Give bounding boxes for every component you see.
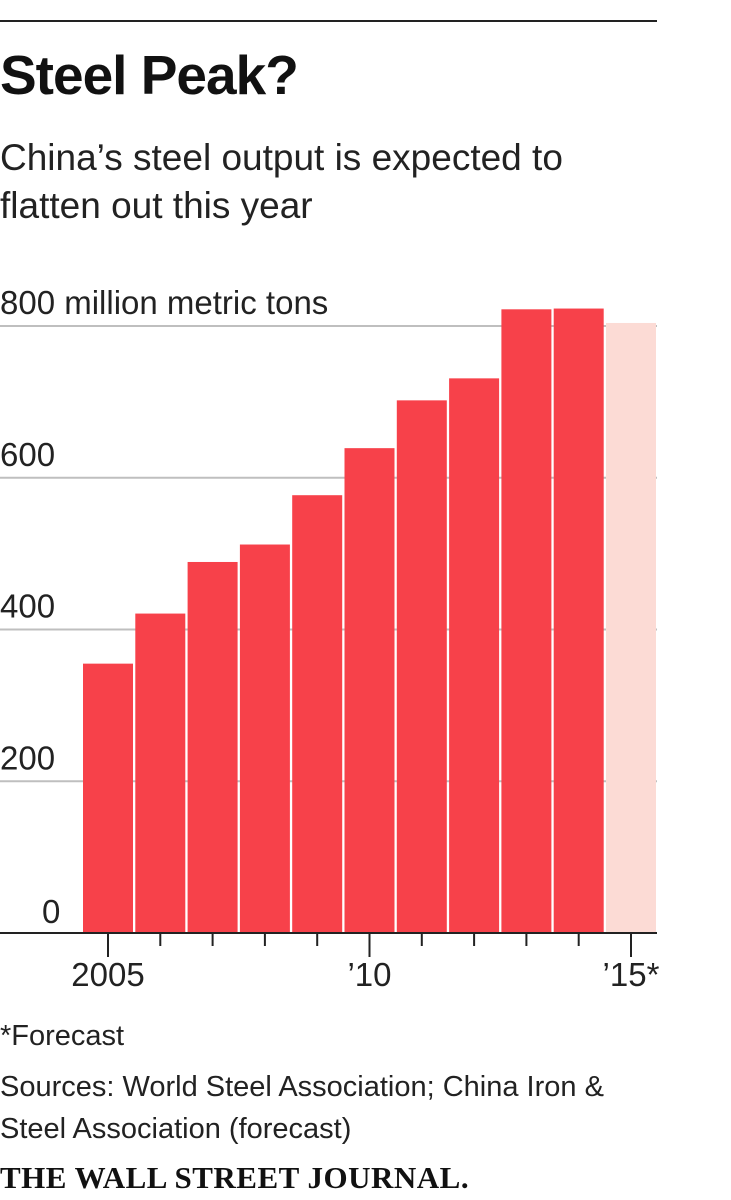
bar-2006 (135, 613, 186, 933)
bar-forecast-2015* (606, 322, 656, 934)
chart-title: Steel Peak? (0, 44, 299, 106)
y-tick-label: 0 (42, 893, 60, 930)
bar-2009 (292, 495, 343, 933)
bar-chart: 0 200 400 600 800 million metric tons 2005 ’1… (0, 284, 660, 993)
sources-note: Sources: World Steel Association; China … (0, 1071, 604, 1145)
x-axis-labels: 2005 ’10 ’15* (71, 956, 659, 993)
y-tick-label: 800 million metric tons (0, 284, 328, 321)
bar-2013 (501, 309, 552, 933)
forecast-footnote: *Forecast (0, 1020, 125, 1052)
top-rule (0, 20, 657, 22)
x-axis (0, 932, 657, 957)
chart-subtitle: China’s steel output is expected to flat… (0, 137, 563, 226)
y-tick-label: 400 (0, 588, 55, 625)
bar-2014 (553, 308, 604, 934)
bar-2005 (83, 663, 133, 933)
bars (83, 308, 656, 934)
bar-2010 (344, 448, 395, 933)
x-tick-label: 2005 (71, 956, 144, 993)
x-tick-label: ’15* (603, 956, 660, 993)
bar-2007 (187, 561, 238, 933)
bar-2008 (239, 544, 290, 933)
y-tick-label: 600 (0, 436, 55, 473)
bar-2011 (396, 400, 447, 933)
publisher-logo: THE WALL STREET JOURNAL. (0, 1160, 470, 1195)
y-axis-labels: 0 200 400 600 800 million metric tons (0, 284, 328, 930)
y-tick-label: 200 (0, 739, 55, 776)
bar-2012 (449, 378, 500, 933)
x-tick-label: ’10 (347, 956, 391, 993)
